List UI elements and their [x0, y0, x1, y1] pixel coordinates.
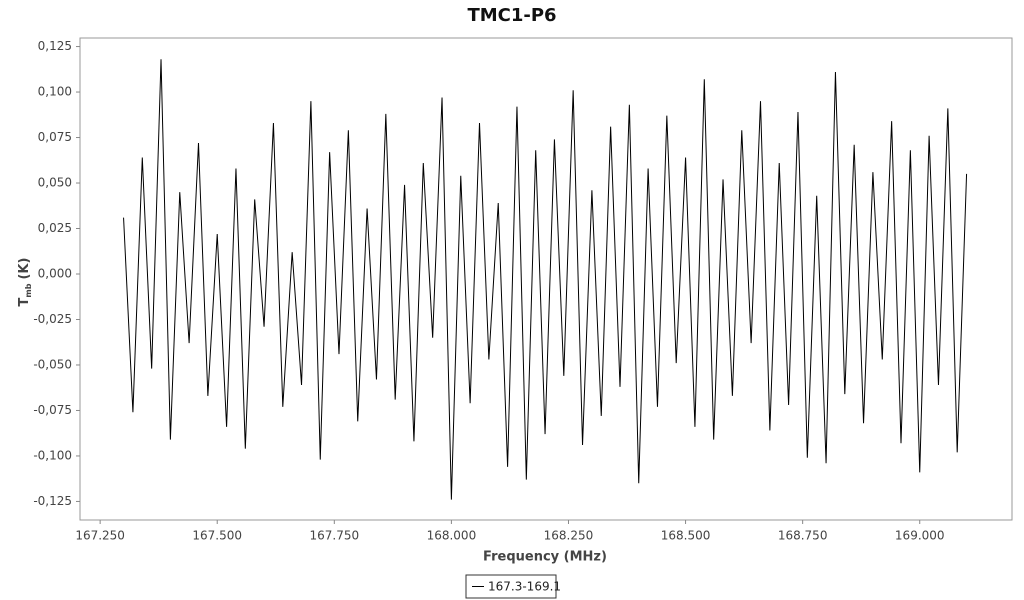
y-tick-label: 0,050	[38, 176, 72, 190]
y-label-unit: (K)	[17, 258, 32, 280]
x-tick-label: 168.250	[544, 529, 594, 543]
y-tick-label: 0,100	[38, 85, 72, 99]
y-tick-label: -0,050	[33, 357, 72, 371]
y-label-main: T	[17, 297, 32, 306]
y-axis-label-text: Tmb (K)	[17, 258, 33, 307]
plot-frame	[79, 37, 1013, 521]
x-tick-label: 167.250	[75, 529, 125, 543]
x-tick-label: 168.750	[778, 529, 828, 543]
legend-box	[465, 574, 557, 599]
x-axis-label: Frequency (MHz)	[483, 550, 607, 565]
x-tick-label: 169.000	[895, 529, 945, 543]
chart-title: TMC1-P6	[467, 5, 556, 26]
y-tick-label: 0,025	[38, 221, 72, 235]
x-tick-label: 167.750	[309, 529, 359, 543]
y-axis-label: Tmb (K)	[17, 258, 33, 307]
y-tick-label: -0,125	[33, 494, 72, 508]
legend-label: 167.3-169.1	[488, 580, 561, 594]
y-tick-label: -0,075	[33, 403, 72, 417]
y-tick-label: 0,125	[38, 39, 72, 53]
y-tick-label: 0,075	[38, 130, 72, 144]
y-tick-label: -0,100	[33, 448, 72, 462]
x-tick-label: 167.500	[192, 529, 242, 543]
y-tick-label: 0,000	[38, 266, 72, 280]
spectrum-line	[123, 59, 968, 500]
x-tick-label: 168.000	[427, 529, 477, 543]
x-tick-label: 168.500	[661, 529, 711, 543]
y-label-sub: mb	[24, 283, 33, 297]
y-tick-label: -0,025	[33, 312, 72, 326]
